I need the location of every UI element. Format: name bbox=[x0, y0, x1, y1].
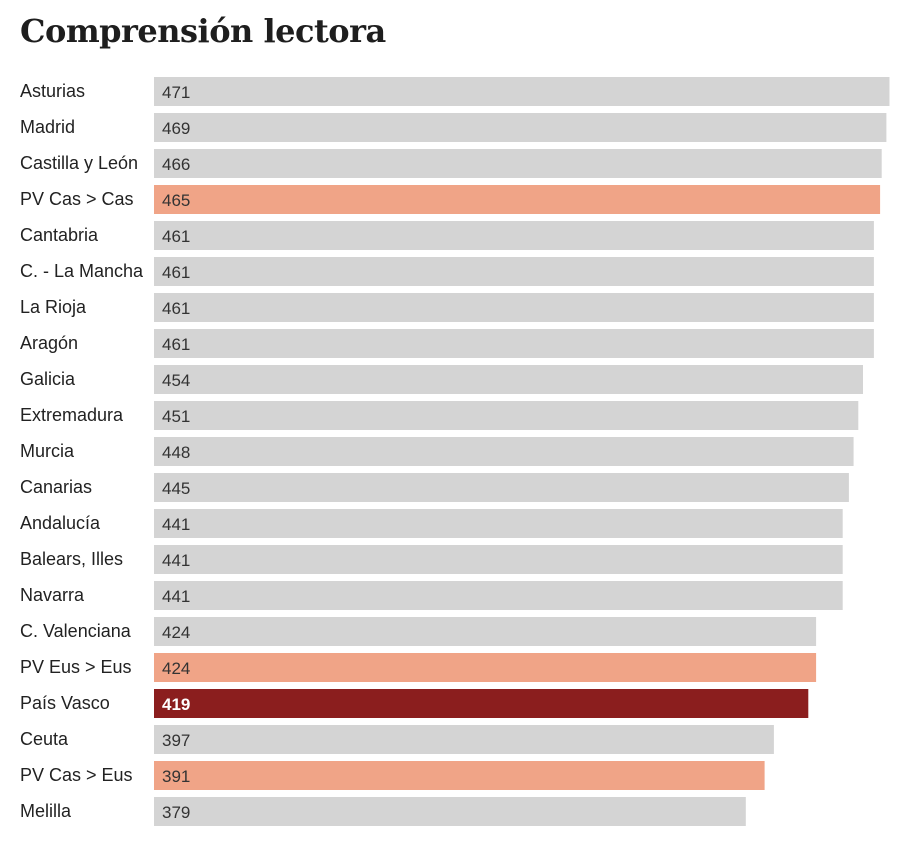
bar bbox=[154, 473, 849, 502]
category-label: Murcia bbox=[20, 441, 75, 461]
category-label: Cantabria bbox=[20, 225, 99, 245]
category-label: Aragón bbox=[20, 333, 78, 353]
category-label: Madrid bbox=[20, 117, 75, 137]
category-label: Balears, Illes bbox=[20, 549, 123, 569]
value-label: 461 bbox=[162, 299, 190, 318]
category-label: PV Eus > Eus bbox=[20, 657, 132, 677]
value-label: 424 bbox=[162, 623, 190, 642]
bar bbox=[154, 509, 843, 538]
bar bbox=[154, 437, 854, 466]
bar bbox=[154, 365, 863, 394]
category-label: Castilla y León bbox=[20, 153, 138, 173]
value-label: 471 bbox=[162, 83, 190, 102]
value-label: 397 bbox=[162, 731, 190, 750]
category-label: Melilla bbox=[20, 801, 72, 821]
bar bbox=[154, 653, 817, 682]
bar bbox=[154, 617, 817, 646]
category-label: C. Valenciana bbox=[20, 621, 132, 641]
category-label: Extremadura bbox=[20, 405, 124, 425]
category-label: Galicia bbox=[20, 369, 76, 389]
value-label: 445 bbox=[162, 479, 190, 498]
value-label: 379 bbox=[162, 803, 190, 822]
bar bbox=[154, 689, 809, 718]
bar bbox=[154, 113, 887, 142]
bar bbox=[154, 257, 874, 286]
value-label: 424 bbox=[162, 659, 190, 678]
bar bbox=[154, 797, 746, 826]
value-label: 391 bbox=[162, 767, 190, 786]
value-label: 441 bbox=[162, 587, 190, 606]
bar bbox=[154, 77, 890, 106]
category-label: País Vasco bbox=[20, 693, 110, 713]
bar bbox=[154, 545, 843, 574]
value-label: 465 bbox=[162, 191, 190, 210]
value-label: 461 bbox=[162, 263, 190, 282]
bar bbox=[154, 761, 765, 790]
bar bbox=[154, 185, 881, 214]
value-label: 451 bbox=[162, 407, 190, 426]
category-label: Andalucía bbox=[20, 513, 101, 533]
value-label: 448 bbox=[162, 443, 190, 462]
category-label: Asturias bbox=[20, 81, 85, 101]
bar bbox=[154, 401, 859, 430]
bar bbox=[154, 221, 874, 250]
value-label: 466 bbox=[162, 155, 190, 174]
value-label: 469 bbox=[162, 119, 190, 138]
value-label: 441 bbox=[162, 551, 190, 570]
category-label: PV Cas > Eus bbox=[20, 765, 133, 785]
value-label: 461 bbox=[162, 335, 190, 354]
chart-title: Comprensión lectora bbox=[20, 12, 386, 50]
value-label: 441 bbox=[162, 515, 190, 534]
value-label: 461 bbox=[162, 227, 190, 246]
category-label: C. - La Mancha bbox=[20, 261, 144, 281]
bar bbox=[154, 581, 843, 610]
category-label: Navarra bbox=[20, 585, 85, 605]
category-label: La Rioja bbox=[20, 297, 87, 317]
value-label: 454 bbox=[162, 371, 190, 390]
bar bbox=[154, 329, 874, 358]
bar bbox=[154, 149, 882, 178]
category-label: Ceuta bbox=[20, 729, 69, 749]
bar bbox=[154, 293, 874, 322]
bar bbox=[154, 725, 774, 754]
category-label: PV Cas > Cas bbox=[20, 189, 134, 209]
value-label: 419 bbox=[162, 695, 190, 714]
category-label: Canarias bbox=[20, 477, 92, 497]
